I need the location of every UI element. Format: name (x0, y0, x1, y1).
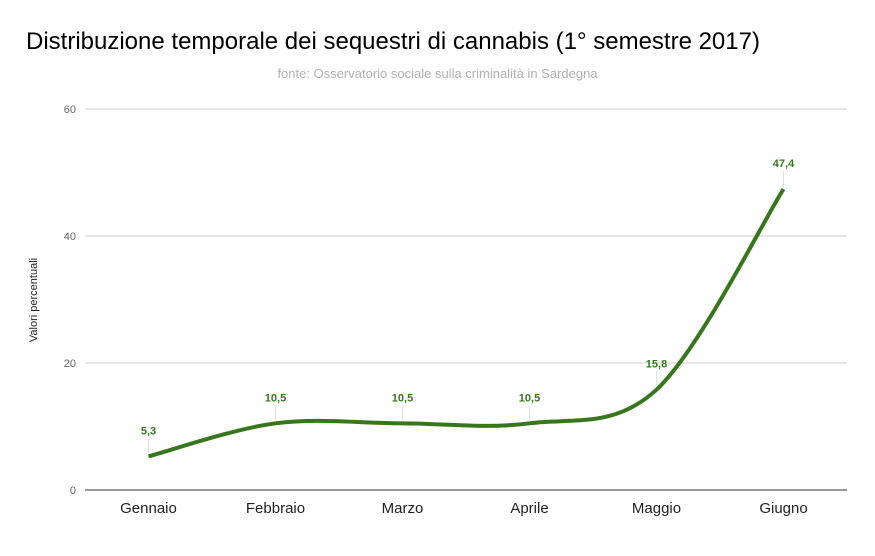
y-tick-label: 0 (70, 485, 76, 497)
y-tick-label: 40 (64, 231, 76, 243)
data-label: 15,8 (646, 359, 667, 371)
chart-subtitle: fonte: Osservatorio sociale sulla crimin… (277, 66, 598, 81)
data-label: 10,5 (519, 392, 540, 404)
x-tick-label: Maggio (632, 500, 681, 517)
y-tick-label: 20 (64, 358, 76, 370)
series-line (147, 187, 786, 459)
data-label: 5,3 (141, 425, 156, 437)
x-tick-label: Gennaio (120, 500, 177, 517)
x-tick-label: Aprile (510, 500, 548, 517)
data-label: 47,4 (773, 158, 795, 170)
x-tick-label: Febbraio (246, 500, 305, 517)
y-tick-label: 60 (64, 104, 76, 116)
x-tick-label: Marzo (382, 500, 424, 517)
data-label: 10,5 (392, 392, 413, 404)
chart-title: Distribuzione temporale dei sequestri di… (26, 28, 760, 55)
data-label: 10,5 (265, 392, 286, 404)
y-axis-title: Valori percentuali (28, 258, 40, 342)
x-tick-label: Giugno (759, 500, 807, 517)
